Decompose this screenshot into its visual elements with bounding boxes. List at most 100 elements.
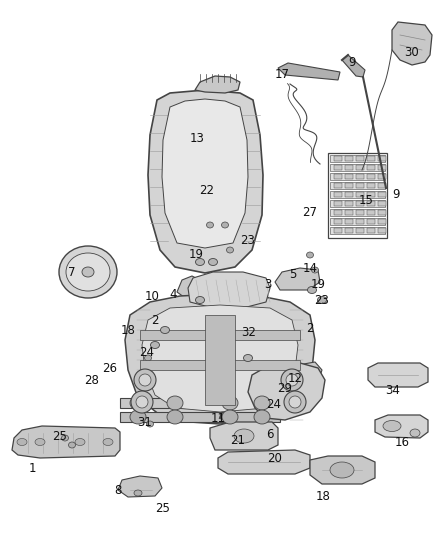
Polygon shape xyxy=(310,456,375,484)
Text: 24: 24 xyxy=(266,399,282,411)
Polygon shape xyxy=(367,192,375,197)
Ellipse shape xyxy=(145,355,152,361)
Text: 12: 12 xyxy=(287,372,303,384)
Text: 21: 21 xyxy=(230,433,246,447)
Ellipse shape xyxy=(134,369,156,391)
Polygon shape xyxy=(330,182,385,189)
Text: 4: 4 xyxy=(169,288,177,302)
Polygon shape xyxy=(356,165,364,170)
Ellipse shape xyxy=(254,396,270,410)
Polygon shape xyxy=(367,183,375,188)
Ellipse shape xyxy=(146,421,153,427)
Ellipse shape xyxy=(410,429,420,437)
Polygon shape xyxy=(367,210,375,215)
Polygon shape xyxy=(210,422,278,450)
Text: 13: 13 xyxy=(190,132,205,144)
Polygon shape xyxy=(345,156,353,161)
Ellipse shape xyxy=(311,267,318,273)
Polygon shape xyxy=(367,219,375,224)
Polygon shape xyxy=(330,200,385,207)
Text: 31: 31 xyxy=(138,416,152,429)
Text: 25: 25 xyxy=(53,430,67,442)
Polygon shape xyxy=(148,90,263,273)
Polygon shape xyxy=(345,201,353,206)
Polygon shape xyxy=(378,165,386,170)
Ellipse shape xyxy=(286,374,298,386)
Polygon shape xyxy=(120,398,280,408)
Text: 8: 8 xyxy=(114,483,122,497)
Ellipse shape xyxy=(103,439,113,446)
Polygon shape xyxy=(140,330,300,340)
Polygon shape xyxy=(125,294,315,424)
Polygon shape xyxy=(334,174,342,179)
Ellipse shape xyxy=(206,222,213,228)
Ellipse shape xyxy=(195,296,205,303)
Polygon shape xyxy=(142,305,298,412)
Text: 22: 22 xyxy=(199,183,215,197)
Polygon shape xyxy=(356,174,364,179)
Polygon shape xyxy=(278,378,302,400)
Ellipse shape xyxy=(330,462,354,478)
Polygon shape xyxy=(330,227,385,234)
Ellipse shape xyxy=(244,354,252,361)
Polygon shape xyxy=(356,219,364,224)
Polygon shape xyxy=(334,228,342,233)
Ellipse shape xyxy=(134,490,142,496)
Ellipse shape xyxy=(160,327,170,334)
Polygon shape xyxy=(367,228,375,233)
Ellipse shape xyxy=(226,247,233,253)
Polygon shape xyxy=(378,156,386,161)
Polygon shape xyxy=(334,156,342,161)
Text: 16: 16 xyxy=(395,437,410,449)
Ellipse shape xyxy=(139,374,151,386)
Ellipse shape xyxy=(383,421,401,432)
Text: 19: 19 xyxy=(311,279,325,292)
Polygon shape xyxy=(334,192,342,197)
Text: 24: 24 xyxy=(139,345,155,359)
Text: 34: 34 xyxy=(385,384,400,397)
Polygon shape xyxy=(292,362,322,385)
Polygon shape xyxy=(188,272,270,308)
Polygon shape xyxy=(330,173,385,180)
Polygon shape xyxy=(162,99,248,248)
Polygon shape xyxy=(378,201,386,206)
Polygon shape xyxy=(177,276,200,300)
Polygon shape xyxy=(194,103,212,124)
Text: 2: 2 xyxy=(151,313,159,327)
Text: 30: 30 xyxy=(405,45,419,59)
Polygon shape xyxy=(334,210,342,215)
Text: 9: 9 xyxy=(392,189,400,201)
Ellipse shape xyxy=(59,246,117,298)
Text: 28: 28 xyxy=(85,375,99,387)
Ellipse shape xyxy=(254,410,270,424)
Polygon shape xyxy=(278,63,340,80)
Polygon shape xyxy=(218,450,310,474)
Ellipse shape xyxy=(284,391,306,413)
Polygon shape xyxy=(120,412,280,422)
Polygon shape xyxy=(275,268,320,290)
Polygon shape xyxy=(345,210,353,215)
Polygon shape xyxy=(345,165,353,170)
Polygon shape xyxy=(345,219,353,224)
Ellipse shape xyxy=(307,252,314,258)
Polygon shape xyxy=(378,219,386,224)
Polygon shape xyxy=(367,174,375,179)
Polygon shape xyxy=(345,228,353,233)
Polygon shape xyxy=(378,174,386,179)
Text: 2: 2 xyxy=(306,321,314,335)
Ellipse shape xyxy=(35,439,45,446)
Text: 1: 1 xyxy=(28,462,36,474)
Text: 10: 10 xyxy=(145,289,159,303)
Ellipse shape xyxy=(222,410,238,424)
Ellipse shape xyxy=(307,287,317,294)
Ellipse shape xyxy=(130,410,146,424)
Ellipse shape xyxy=(234,429,254,443)
Polygon shape xyxy=(367,201,375,206)
Polygon shape xyxy=(330,218,385,225)
Text: 9: 9 xyxy=(348,55,356,69)
Polygon shape xyxy=(356,201,364,206)
Text: 5: 5 xyxy=(290,269,297,281)
Polygon shape xyxy=(356,192,364,197)
Polygon shape xyxy=(248,363,325,420)
Ellipse shape xyxy=(208,259,218,265)
